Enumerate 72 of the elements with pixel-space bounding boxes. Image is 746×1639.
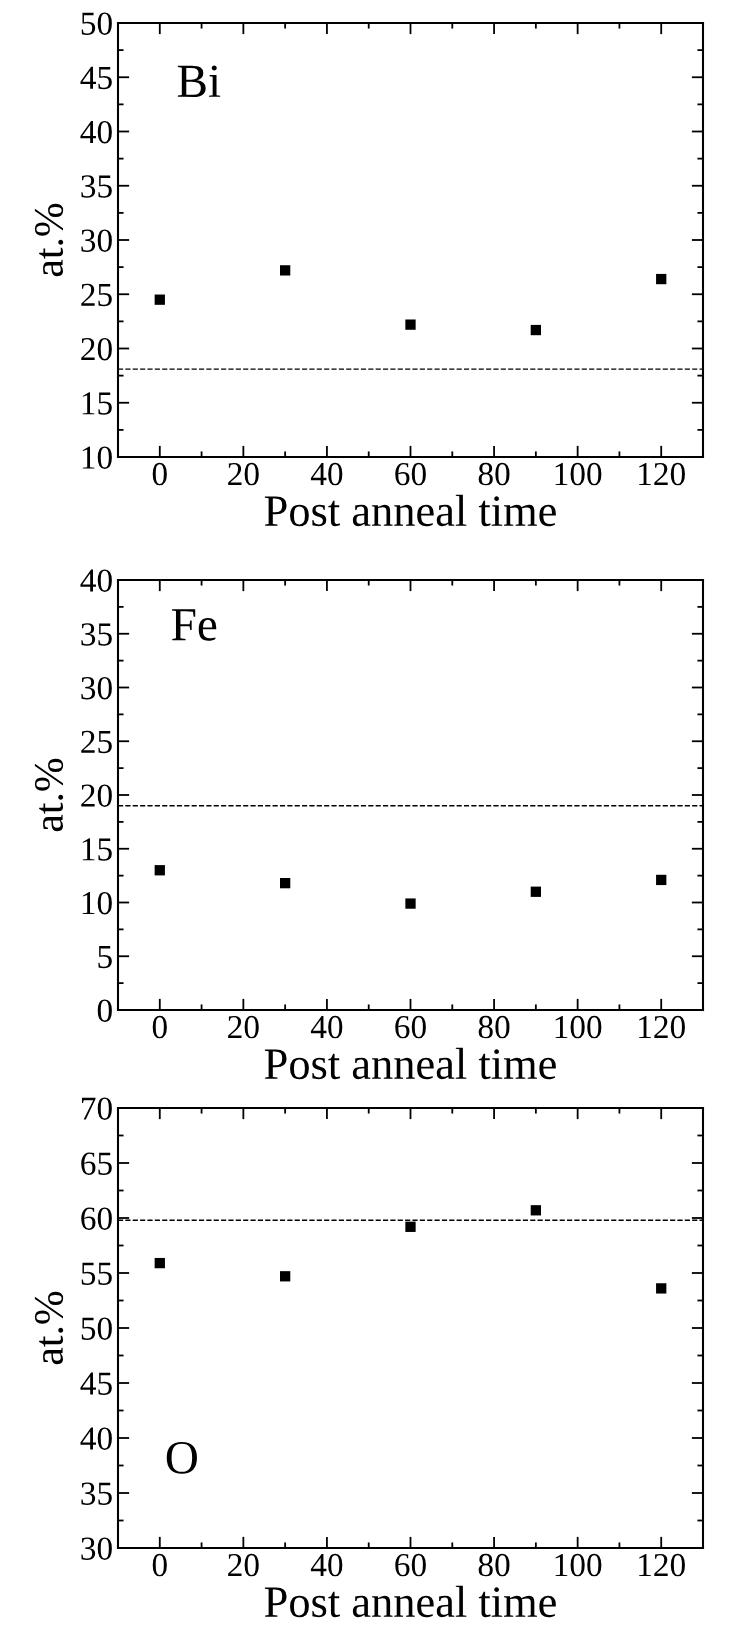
- annotation: Bi: [177, 65, 221, 97]
- y-tick-label: 30: [81, 676, 112, 700]
- x-tick-label: 20: [228, 462, 259, 486]
- x-tick-label: 0: [152, 462, 167, 486]
- x-tick-label: 20: [228, 1015, 259, 1039]
- point: [405, 319, 416, 330]
- x-tick-label: 40: [310, 1015, 343, 1039]
- annotation: O: [166, 1441, 197, 1474]
- x-axis-title: Post anneal time: [264, 1585, 556, 1618]
- point: [154, 865, 165, 876]
- x-tick-label: 120: [639, 462, 685, 486]
- point: [656, 273, 667, 285]
- point: [656, 874, 667, 886]
- x-tick-label: 80: [478, 1015, 510, 1039]
- point: [530, 886, 542, 897]
- point: [656, 1283, 667, 1294]
- point: [279, 878, 291, 889]
- point: [279, 265, 291, 276]
- point: [405, 1221, 416, 1232]
- x-tick-label: 0: [152, 1015, 167, 1039]
- x-tick-label: 0: [152, 1553, 167, 1577]
- y-tick-label: 20: [81, 337, 112, 361]
- y-tick-label: 15: [82, 838, 112, 861]
- x-tick-label: 60: [395, 1553, 426, 1577]
- y-tick-label: 10: [82, 891, 112, 915]
- y-tick-label: 40: [80, 1427, 112, 1450]
- y-tick-label: 50: [81, 1317, 112, 1340]
- y-tick-label: 35: [81, 623, 112, 646]
- y-tick-label: 45: [80, 1372, 112, 1395]
- y-tick-label: 35: [81, 175, 112, 198]
- x-tick-label: 100: [555, 462, 602, 486]
- x-tick-label: 40: [310, 462, 343, 486]
- y-axis-title: at.%: [34, 758, 64, 832]
- x-tick-label: 40: [310, 1553, 343, 1577]
- x-axis-title: Post anneal time: [264, 1047, 556, 1080]
- x-tick-label: 100: [555, 1553, 602, 1577]
- y-tick-label: 30: [81, 1537, 112, 1560]
- y-tick-label: 40: [80, 569, 112, 592]
- point: [279, 1271, 291, 1282]
- y-tick-label: 45: [80, 66, 112, 90]
- x-tick-label: 80: [478, 462, 510, 486]
- point: [405, 898, 416, 909]
- y-tick-label: 25: [81, 730, 112, 754]
- x-tick-label: 120: [639, 1015, 685, 1039]
- x-tick-label: 80: [478, 1553, 510, 1577]
- y-axis-title: at.%: [34, 203, 64, 277]
- x-tick-label: 60: [395, 1015, 426, 1039]
- y-tick-label: 35: [81, 1482, 112, 1505]
- y-tick-label: 25: [81, 283, 112, 307]
- y-tick-label: 40: [80, 120, 112, 144]
- y-tick-label: 10: [82, 446, 112, 469]
- y-tick-label: 0: [97, 999, 112, 1022]
- point: [530, 324, 542, 336]
- y-tick-label: 50: [81, 12, 112, 35]
- y-tick-label: 30: [81, 229, 112, 252]
- y-tick-label: 65: [81, 1152, 112, 1175]
- annotation: Fe: [172, 609, 217, 641]
- point: [154, 1257, 165, 1269]
- x-tick-label: 100: [555, 1015, 602, 1039]
- x-tick-label: 60: [395, 462, 426, 486]
- y-tick-label: 20: [81, 784, 112, 807]
- y-tick-label: 70: [82, 1097, 112, 1120]
- y-tick-label: 55: [81, 1262, 112, 1285]
- y-axis-title: at.%: [34, 1291, 64, 1365]
- y-tick-label: 15: [82, 392, 112, 415]
- x-tick-label: 120: [639, 1553, 685, 1577]
- point: [530, 1205, 542, 1216]
- y-tick-label: 60: [81, 1207, 112, 1230]
- y-tick-label: 5: [98, 945, 112, 969]
- x-axis-title: Post anneal time: [264, 494, 556, 527]
- point: [154, 294, 165, 305]
- x-tick-label: 20: [228, 1553, 259, 1577]
